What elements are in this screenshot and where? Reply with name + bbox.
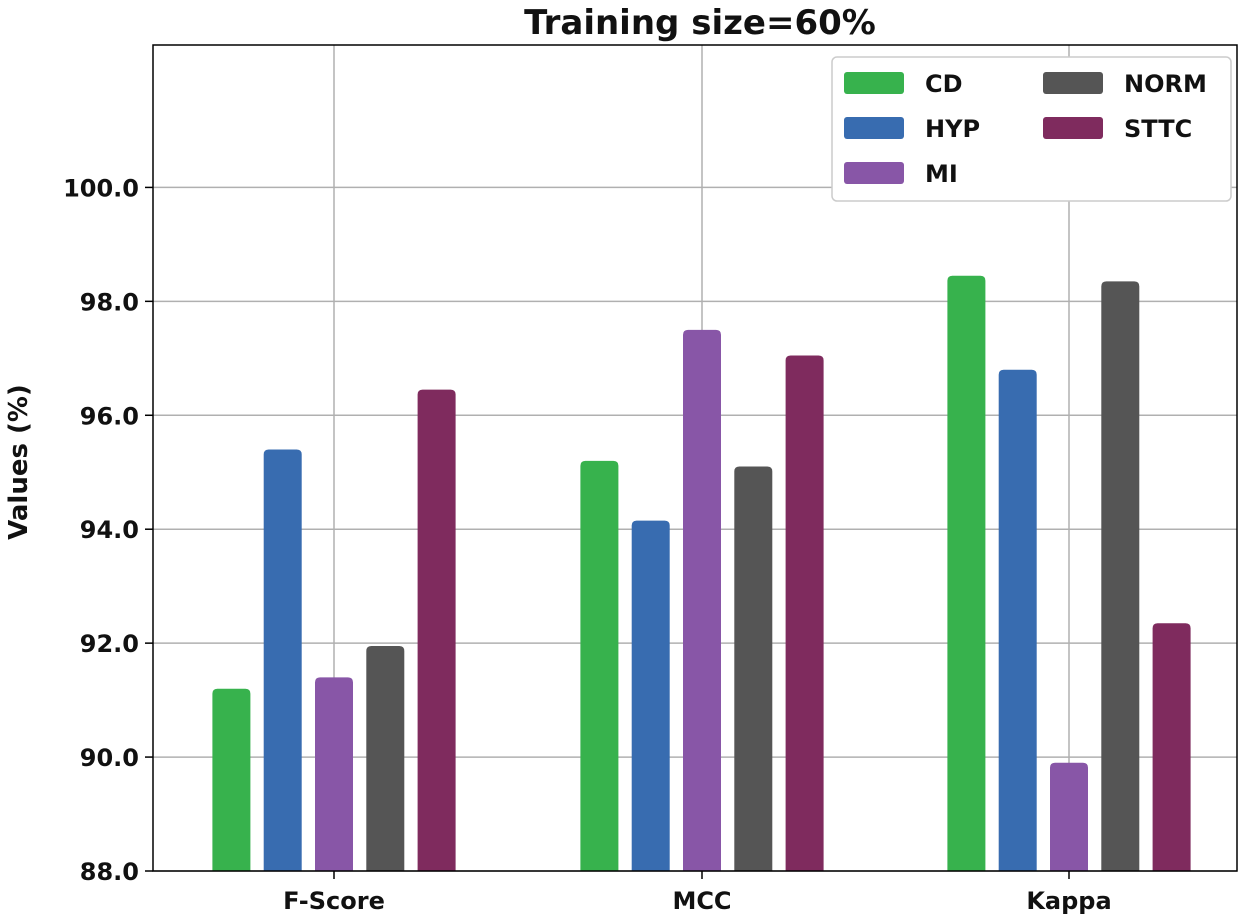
bar-mi-f-score [315,677,353,871]
bar-hyp-kappa [998,369,1037,871]
legend-label-norm: NORM [1124,70,1207,98]
legend-label-hyp: HYP [925,115,980,143]
bar-sttc-f-score [417,389,456,871]
bar-mi-kappa [1050,762,1088,871]
x-tick-label: F-Score [283,887,385,915]
legend-swatch-mi [844,162,904,184]
x-tick-label: Kappa [1026,887,1111,915]
legend-swatch-norm [1043,72,1103,94]
bar-sttc-kappa [1152,623,1191,871]
y-axis: 88.0 90.0 92.0 94.0 96.0 98.0 100.0 [63,174,153,886]
y-axis-label: Values (%) [4,384,34,540]
legend-swatch-cd [844,72,904,94]
y-tick-label: 88.0 [80,858,139,886]
y-tick-label: 92.0 [80,630,139,658]
y-tick-label: 96.0 [80,402,139,430]
legend-label-sttc: STTC [1124,115,1192,143]
legend-swatch-sttc [1043,117,1103,139]
legend-box [831,56,1232,202]
legend-swatch-hyp [844,117,904,139]
x-tick-label: MCC [672,887,731,915]
y-tick-label: 90.0 [80,744,139,772]
bar-norm-kappa [1101,281,1140,872]
y-tick-label: 100.0 [63,174,139,202]
bar-norm-f-score [366,645,405,871]
x-axis: F-Score MCC Kappa [283,871,1112,915]
legend: CD HYP MI NORM STTC [831,56,1232,202]
y-tick-label: 98.0 [80,288,139,316]
legend-label-cd: CD [925,70,963,98]
plot-frame [152,44,1238,872]
chart-title: Training size=60% [524,3,876,43]
bar-cd-mcc [580,460,619,871]
legend-label-mi: MI [925,160,958,188]
bar-cd-kappa [947,275,986,872]
bars-layer [212,275,1191,872]
bar-sttc-mcc [785,355,824,872]
bar-hyp-f-score [263,449,302,871]
y-tick-label: 94.0 [80,516,139,544]
bar-mi-mcc [683,329,721,871]
bar-cd-f-score [212,688,251,871]
bar-hyp-mcc [631,520,670,871]
bar-norm-mcc [734,466,773,871]
